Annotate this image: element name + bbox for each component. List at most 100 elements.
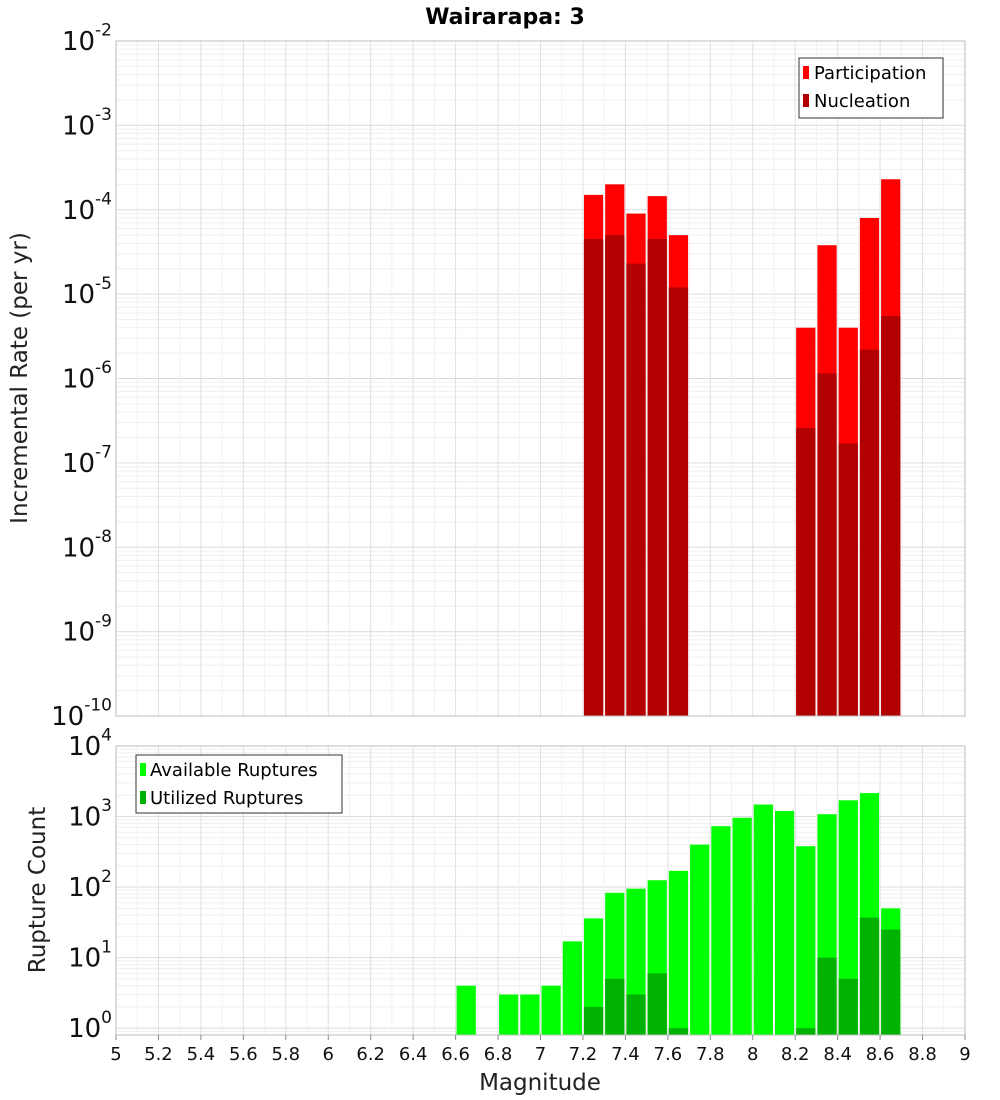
top-y-axis-label: Incremental Rate (per yr): [7, 232, 33, 524]
x-tick-label: 8.4: [823, 1044, 852, 1065]
count-bar-a: [711, 826, 731, 1035]
rate-bar-b: [859, 349, 880, 716]
bottom-y-tick-label: 103: [68, 796, 112, 832]
top-y-tick-label: 10-2: [62, 21, 112, 57]
bottom-y-tick-label: 100: [68, 1008, 112, 1044]
x-tick-label: 9: [959, 1044, 970, 1065]
x-tick-label: 7: [535, 1044, 546, 1065]
count-bar-a: [796, 846, 816, 1035]
bottom-bars: [456, 793, 901, 1035]
legend-label-available: Available Ruptures: [150, 760, 318, 781]
count-bar-b: [838, 978, 858, 1035]
bottom-y-tick-label: 102: [68, 867, 112, 903]
count-bar-a: [499, 994, 519, 1035]
count-bar-b: [668, 1028, 689, 1035]
legend-label-utilized: Utilized Ruptures: [150, 788, 303, 809]
tick-exponent: 3: [101, 796, 112, 816]
tick-base: 10: [68, 944, 101, 974]
top-y-tick-label: 10-9: [62, 611, 112, 647]
x-tick-label: 8.6: [866, 1044, 895, 1065]
tick-exponent: 2: [101, 867, 112, 887]
x-tick-label: 5.6: [229, 1044, 258, 1065]
tick-exponent: -4: [95, 189, 112, 209]
count-bar-a: [520, 994, 540, 1035]
tick-base: 10: [62, 111, 95, 141]
x-tick-label: 5: [110, 1044, 121, 1065]
bottom-legend: Available Ruptures Utilized Ruptures: [135, 754, 343, 814]
tick-base: 10: [62, 449, 95, 479]
bottom-y-tick-label: 101: [68, 937, 112, 973]
tick-base: 10: [68, 873, 101, 903]
bottom-y-axis-label: Rupture Count: [25, 807, 51, 973]
tick-base: 10: [62, 196, 95, 226]
tick-base: 10: [62, 280, 95, 310]
count-bar-b: [626, 994, 646, 1035]
top-plot-frame: [115, 40, 966, 717]
top-grid: [115, 40, 966, 717]
count-bar-b: [583, 1006, 604, 1035]
tick-exponent: 4: [101, 726, 112, 746]
rate-bar-b: [668, 287, 689, 716]
legend-swatch-nucleation: [803, 94, 809, 107]
top-y-tick-label: 10-3: [62, 105, 112, 141]
count-bar-a: [753, 804, 773, 1035]
count-bar-a: [583, 918, 604, 1035]
bottom-legend-box: [135, 754, 343, 814]
tick-exponent: 1: [101, 937, 112, 957]
count-bar-a: [838, 800, 858, 1035]
rate-bar-b: [838, 443, 858, 716]
legend-label-participation: Participation: [814, 63, 926, 84]
tick-exponent: -9: [95, 611, 112, 631]
x-tick-label: 6.2: [356, 1044, 385, 1065]
x-tick-label: 6.4: [399, 1044, 428, 1065]
x-tick-label: 7.6: [654, 1044, 683, 1065]
tick-base: 10: [68, 1014, 101, 1044]
legend-swatch-available: [140, 763, 146, 776]
top-y-tick-label: 10-5: [62, 274, 112, 310]
count-bar-a: [562, 941, 582, 1035]
tick-exponent: 0: [101, 1008, 112, 1028]
x-tick-label: 7.4: [611, 1044, 640, 1065]
top-y-tick-label: 10-8: [62, 527, 112, 563]
rate-bar-b: [647, 239, 667, 716]
count-bar-a: [668, 870, 689, 1035]
x-tick-label: 8: [747, 1044, 758, 1065]
x-tick-label: 5.8: [271, 1044, 300, 1065]
count-bar-b: [647, 973, 667, 1035]
top-bars: [583, 179, 901, 717]
x-tick-label: 7.2: [569, 1044, 598, 1065]
count-bar-a: [774, 810, 795, 1035]
top-y-tick-label: 10-4: [62, 189, 112, 225]
top-legend-box: [798, 57, 944, 119]
x-tick-label: 7.8: [696, 1044, 725, 1065]
legend-swatch-utilized: [140, 791, 146, 804]
x-axis-label: Magnitude: [479, 1070, 601, 1096]
top-y-tick-label: 10-7: [62, 443, 112, 479]
x-ticks: 5 5.2 5.4 5.6 5.8 6 6.2 6.4 6.6 6.8 7 7.2 7.4 7.6 7.8 8…: [110, 1035, 971, 1065]
legend-swatch-participation: [803, 66, 809, 79]
tick-exponent: -7: [95, 443, 112, 463]
x-tick-label: 5.2: [144, 1044, 173, 1065]
count-bar-a: [690, 844, 710, 1035]
count-bar-a: [456, 985, 476, 1035]
tick-base: 10: [62, 27, 95, 57]
top-legend: Participation Nucleation: [798, 57, 944, 119]
tick-base: 10: [62, 618, 95, 648]
tick-exponent: -3: [95, 105, 112, 125]
tick-base: 10: [68, 732, 101, 762]
top-y-tick-label: 10-10: [51, 696, 112, 732]
chart-title: Wairarapa: 3: [425, 5, 585, 30]
tick-base: 10: [68, 803, 101, 833]
tick-exponent: -2: [95, 21, 112, 41]
tick-base: 10: [62, 533, 95, 563]
x-tick-label: 6.6: [441, 1044, 470, 1065]
bottom-y-tick-label: 104: [68, 726, 112, 762]
x-tick-label: 5.4: [187, 1044, 216, 1065]
tick-base: 10: [62, 365, 95, 395]
tick-exponent: -6: [95, 358, 112, 378]
rate-bar-b: [817, 373, 837, 716]
count-bar-b: [605, 978, 625, 1035]
